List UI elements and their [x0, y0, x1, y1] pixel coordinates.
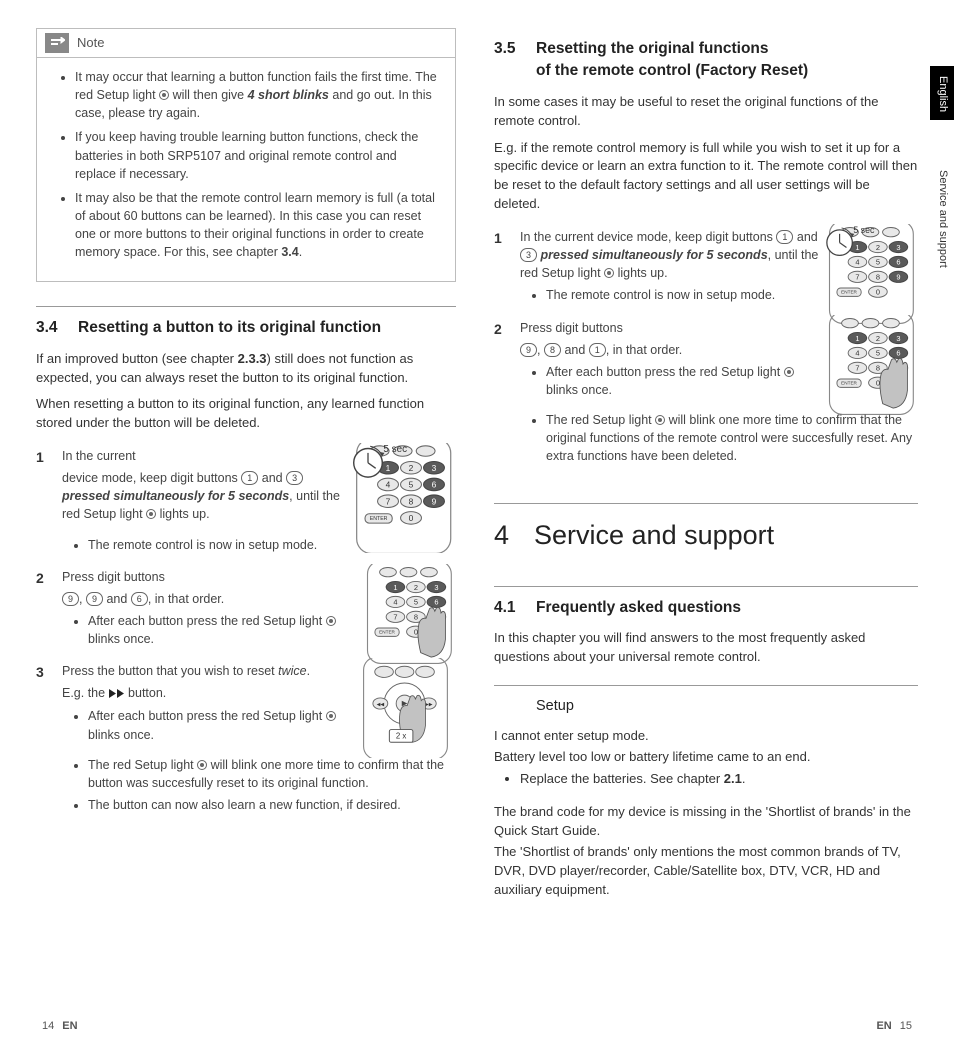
- setup-light-icon: [604, 268, 614, 278]
- svg-text:2 x: 2 x: [396, 732, 407, 741]
- heading-4-1: 4.1 Frequently asked questions: [494, 586, 918, 619]
- setup-light-icon: [326, 616, 336, 626]
- side-tab-section: Service and support: [930, 160, 954, 278]
- digit-button-icon: 9: [520, 343, 537, 357]
- remote-figure: [820, 315, 918, 415]
- step-2-bullets: The red Setup light will blink one more …: [494, 407, 918, 469]
- paragraph: E.g. if the remote control memory is ful…: [494, 139, 918, 214]
- step-3-bullets: The red Setup light will blink one more …: [36, 752, 456, 818]
- heading-3-5: 3.5 Resetting the original functionsof t…: [494, 38, 918, 83]
- heading-setup: Setup: [494, 685, 918, 717]
- faq-item: The brand code for my device is missing …: [494, 803, 918, 899]
- remote-figure: [358, 564, 456, 664]
- setup-light-icon: [655, 415, 665, 425]
- digit-button-icon: 8: [544, 343, 561, 357]
- digit-button-icon: 1: [589, 343, 606, 357]
- step-3: 3 Press the button that you wish to rese…: [36, 662, 456, 748]
- paragraph: When resetting a button to its original …: [36, 395, 456, 433]
- step-2: 2 Press digit buttons 9, 8 and 1, in tha…: [494, 319, 918, 404]
- digit-button-icon: 3: [520, 248, 537, 262]
- digit-button-icon: 3: [286, 471, 303, 485]
- svg-text:5 sec: 5 sec: [853, 225, 875, 235]
- digit-button-icon: 1: [776, 230, 793, 244]
- setup-light-icon: [197, 760, 207, 770]
- paragraph: In this chapter you will find answers to…: [494, 629, 918, 667]
- footer-left: 14EN: [42, 1019, 86, 1035]
- step-1-bullet: The remote control is now in setup mode.: [36, 532, 456, 558]
- side-tab-english: English: [930, 66, 954, 120]
- note-item: It may occur that learning a button func…: [75, 68, 439, 122]
- remote-figure: 5 sec: [820, 224, 918, 324]
- svg-text:5 sec: 5 sec: [383, 444, 407, 455]
- note-item: It may also be that the remote control l…: [75, 189, 439, 262]
- fast-forward-icon: [109, 685, 125, 703]
- setup-light-icon: [159, 90, 169, 100]
- note-icon: [45, 33, 69, 53]
- digit-button-icon: 9: [62, 592, 79, 606]
- remote-figure: 2 x: [358, 658, 456, 758]
- setup-light-icon: [784, 367, 794, 377]
- note-box: Note It may occur that learning a button…: [36, 28, 456, 282]
- faq-item: I cannot enter setup mode. Battery level…: [494, 727, 918, 790]
- note-title: Note: [77, 34, 104, 53]
- paragraph: In some cases it may be useful to reset …: [494, 93, 918, 131]
- setup-light-icon: [146, 509, 156, 519]
- step-1: 1 In the current device mode, keep digit…: [494, 228, 918, 309]
- heading-3-4: 3.4 Resetting a button to its original f…: [36, 306, 456, 339]
- heading-4: 4 Service and support: [494, 503, 918, 555]
- setup-light-icon: [326, 711, 336, 721]
- digit-button-icon: 1: [241, 471, 258, 485]
- step-2: 2 Press digit buttons 9, 9 and 6, in tha…: [36, 568, 456, 653]
- digit-button-icon: 6: [131, 592, 148, 606]
- digit-button-icon: 9: [86, 592, 103, 606]
- step-1: 1 In the current device mode, keep digit…: [36, 447, 456, 528]
- note-item: If you keep having trouble learning butt…: [75, 128, 439, 182]
- footer-right: EN15: [868, 1019, 912, 1035]
- paragraph: If an improved button (see chapter 2.3.3…: [36, 350, 456, 388]
